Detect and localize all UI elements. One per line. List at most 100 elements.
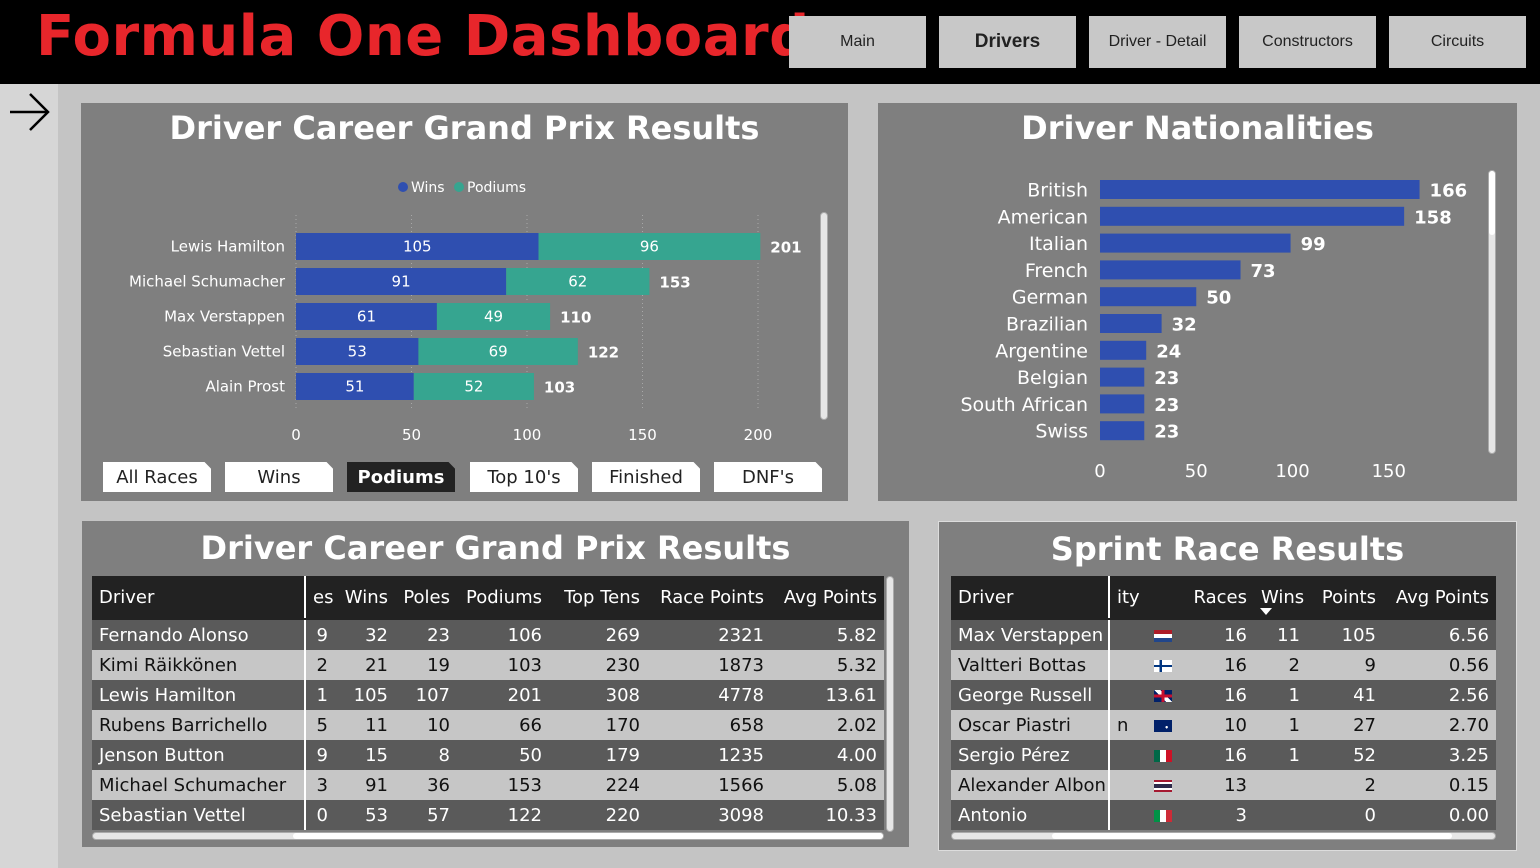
table-row[interactable]: Oscar Piastri n 10 1 27 2.70 — [951, 710, 1496, 740]
career-cell-wins: 91 — [335, 770, 395, 800]
table-row[interactable]: Kimi Räikkönen 2 21 19 103 230 1873 5.32 — [92, 650, 884, 680]
nationality-bar[interactable] — [1100, 314, 1162, 333]
nationality-bar[interactable] — [1100, 340, 1147, 360]
nationality-bar[interactable] — [1100, 394, 1145, 414]
career-chart-scrollbar[interactable] — [820, 212, 828, 420]
career-bar-value-label: 51 — [345, 378, 364, 396]
nationality-label: Swiss — [1035, 421, 1088, 443]
career-bar-podiums[interactable] — [506, 268, 650, 295]
tab-finished[interactable]: Finished — [592, 462, 700, 492]
career-bar-wins[interactable] — [296, 233, 539, 260]
sprint-cell-wins — [1254, 800, 1307, 830]
career-col-header-podiums[interactable]: Podiums — [457, 576, 549, 618]
nationalities-scrollbar[interactable] — [1488, 170, 1496, 454]
driver-name-cell: Max Verstappen — [951, 620, 1110, 650]
table-row[interactable]: Antonio 3 0 0.00 — [951, 800, 1496, 830]
legend-label-podiums: Podiums — [467, 180, 526, 196]
tab-all-races[interactable]: All Races — [103, 462, 211, 492]
nationality-bar[interactable] — [1100, 180, 1420, 199]
nationalities-panel: Driver Nationalities — [878, 103, 1517, 501]
career-col-header-race-points[interactable]: Race Points — [647, 576, 771, 618]
tab-top-10s[interactable]: Top 10's — [470, 462, 578, 492]
career-bar-podiums[interactable] — [436, 303, 551, 330]
career-cell-avg-points: 4.00 — [771, 740, 884, 770]
sprint-cell-races: 10 — [1179, 710, 1254, 740]
sprint-col-header-races[interactable]: Races — [1179, 576, 1254, 618]
table-row[interactable]: Max Verstappen 16 11 105 6.56 — [951, 620, 1496, 650]
nav-driver-detail-button[interactable]: Driver - Detail — [1089, 16, 1226, 68]
career-col-header-wins[interactable]: Wins — [335, 576, 395, 618]
table-row[interactable]: Sebastian Vettel 0 53 57 122 220 3098 10.33 — [92, 800, 884, 830]
nationality-bar[interactable] — [1100, 421, 1145, 441]
legend-marker-podiums — [454, 182, 464, 192]
arrow-right-icon[interactable] — [8, 90, 52, 134]
sprint-table-hscroll[interactable] — [951, 832, 1496, 840]
sprint-col-header-avg-points[interactable]: Avg Points — [1383, 576, 1496, 618]
table-row[interactable]: Valtteri Bottas 16 2 9 0.56 — [951, 650, 1496, 680]
table-row[interactable]: George Russell 16 1 41 2.56 — [951, 680, 1496, 710]
sprint-cell-avg-points: 2.70 — [1383, 710, 1496, 740]
sprint-cell-avg-points: 6.56 — [1383, 620, 1496, 650]
table-row[interactable]: Lewis Hamilton 1 105 107 201 308 4778 13.61 — [92, 680, 884, 710]
flag-cell — [1147, 680, 1179, 710]
sprint-col-header-points[interactable]: Points — [1307, 576, 1383, 618]
sprint-cell-points: 105 — [1307, 620, 1383, 650]
tab-podiums[interactable]: Podiums — [347, 462, 455, 492]
career-cell-es: 9 — [305, 620, 335, 650]
nationality-bar[interactable] — [1100, 260, 1241, 280]
sprint-cell-points: 27 — [1307, 710, 1383, 740]
sprint-col-header-flag[interactable] — [1147, 576, 1179, 618]
tab-dnfs[interactable]: DNF's — [714, 462, 822, 492]
table-row[interactable]: Michael Schumacher 3 91 36 153 224 1566 5.08 — [92, 770, 884, 800]
tab-wins[interactable]: Wins — [225, 462, 333, 492]
table-row[interactable]: Fernando Alonso 9 32 23 106 269 2321 5.82 — [92, 620, 884, 650]
career-cell-avg-points: 13.61 — [771, 680, 884, 710]
career-table-vscroll[interactable] — [886, 576, 894, 832]
table-row[interactable]: Rubens Barrichello 5 11 10 66 170 658 2.02 — [92, 710, 884, 740]
career-cell-wins: 32 — [335, 620, 395, 650]
career-bar-value-label: 52 — [464, 378, 483, 396]
sprint-col-header-wins[interactable]: Wins — [1254, 576, 1307, 618]
career-bar-podiums[interactable] — [418, 338, 578, 365]
career-bar-wins[interactable] — [296, 338, 419, 365]
career-cell-es: 1 — [305, 680, 335, 710]
table-row[interactable]: Sergio Pérez 16 1 52 3.25 — [951, 740, 1496, 770]
career-cell-podiums: 122 — [457, 800, 549, 830]
career-bar-wins[interactable] — [296, 268, 507, 295]
career-xtick-label: 100 — [513, 426, 542, 444]
career-chart-panel: Driver Career Grand Prix Results — [81, 103, 848, 501]
nationality-bar[interactable] — [1100, 206, 1405, 226]
career-table-hscroll[interactable] — [92, 832, 884, 840]
career-bar-podiums[interactable] — [413, 373, 534, 400]
sprint-col-header-ity[interactable]: ity — [1109, 576, 1147, 618]
flag-cell — [1147, 800, 1179, 830]
career-total-label: 153 — [659, 274, 690, 292]
nationality-bar[interactable] — [1100, 367, 1145, 387]
career-col-header-avg-points[interactable]: Avg Points — [771, 576, 884, 618]
table-row[interactable]: Jenson Button 9 15 8 50 179 1235 4.00 — [92, 740, 884, 770]
career-col-header-top-tens[interactable]: Top Tens — [549, 576, 647, 618]
career-col-header-es[interactable]: es — [305, 576, 335, 618]
career-cell-wins: 105 — [335, 680, 395, 710]
career-total-label: 110 — [560, 309, 591, 327]
nationality-xtick-label: 150 — [1372, 461, 1406, 482]
career-cell-podiums: 106 — [457, 620, 549, 650]
sprint-cell-races: 16 — [1179, 680, 1254, 710]
sprint-col-header-driver[interactable]: Driver — [951, 576, 1110, 618]
nav-main-button[interactable]: Main — [789, 16, 926, 68]
career-bar-wins[interactable] — [296, 373, 414, 400]
nationality-bar[interactable] — [1100, 233, 1291, 253]
career-cell-avg-points: 2.02 — [771, 710, 884, 740]
career-col-header-driver[interactable]: Driver — [92, 576, 306, 618]
career-col-header-poles[interactable]: Poles — [395, 576, 457, 618]
table-row[interactable]: Alexander Albon 13 2 0.15 — [951, 770, 1496, 800]
nav-drivers-button[interactable]: Drivers — [939, 16, 1076, 68]
nav-constructors-button[interactable]: Constructors — [1239, 16, 1376, 68]
nationality-bar[interactable] — [1100, 287, 1197, 307]
nav-circuits-button[interactable]: Circuits — [1389, 16, 1526, 68]
career-cell-poles: 107 — [395, 680, 457, 710]
career-bar-wins[interactable] — [296, 303, 437, 330]
sort-descending-icon[interactable] — [1260, 608, 1272, 615]
driver-name-cell: Antonio — [951, 800, 1110, 830]
career-bar-podiums[interactable] — [538, 233, 761, 260]
